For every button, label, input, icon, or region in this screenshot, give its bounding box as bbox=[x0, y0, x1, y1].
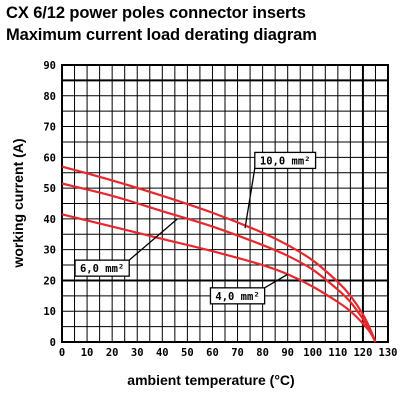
series-label-3: 4,0 mm² bbox=[215, 291, 259, 303]
series-label-1: 10,0 mm² bbox=[260, 155, 311, 167]
x-tick-label: 30 bbox=[131, 347, 144, 359]
y-tick-label: 10 bbox=[43, 306, 56, 318]
grid bbox=[61, 64, 389, 343]
x-tick-label: 60 bbox=[206, 347, 219, 359]
y-tick-label: 90 bbox=[43, 60, 56, 72]
x-tick-label: 50 bbox=[181, 347, 194, 359]
x-tick-label: 70 bbox=[231, 347, 244, 359]
x-tick-label: 110 bbox=[328, 347, 347, 359]
x-tick-label: 130 bbox=[379, 347, 398, 359]
series-line-3 bbox=[61, 213, 377, 343]
x-tick-label: 80 bbox=[256, 347, 269, 359]
y-tick-label: 20 bbox=[43, 275, 56, 287]
annotation-box bbox=[74, 259, 130, 277]
y-tick-label: 0 bbox=[50, 337, 56, 349]
series-line-2 bbox=[61, 182, 377, 343]
annotation-leader bbox=[264, 273, 289, 289]
annotation-box bbox=[209, 287, 266, 305]
annotation-box bbox=[254, 151, 317, 170]
plot-frame bbox=[61, 64, 389, 343]
x-tick-label: 0 bbox=[59, 347, 65, 359]
y-tick-label: 80 bbox=[43, 91, 56, 103]
y-tick-label: 30 bbox=[43, 245, 56, 257]
y-tick-label: 70 bbox=[43, 122, 56, 134]
y-tick-label: 40 bbox=[43, 214, 56, 226]
x-tick-label: 100 bbox=[303, 347, 322, 359]
x-tick-label: 10 bbox=[81, 347, 94, 359]
chart-subtitle: Maximum current load derating diagram bbox=[6, 26, 317, 44]
series-label-2: 6,0 mm² bbox=[80, 263, 124, 275]
y-tick-label: 60 bbox=[43, 152, 56, 164]
y-tick-label: 50 bbox=[43, 183, 56, 195]
annotation-leader bbox=[128, 218, 178, 261]
x-axis-label: ambient temperature (°C) bbox=[127, 372, 295, 388]
chart-title: CX 6/12 power poles connector inserts bbox=[6, 4, 306, 22]
series-line-1 bbox=[61, 165, 377, 343]
x-tick-label: 90 bbox=[281, 347, 294, 359]
tick-labels: 0 10 20 30 40 50 60 70 80 90 100 110 120 130 0 10 20 30 40… bbox=[43, 60, 397, 359]
series-group bbox=[61, 165, 377, 343]
x-tick-label: 20 bbox=[106, 347, 119, 359]
annotations: 10,0 mm² 6,0 mm² 4,0 mm² bbox=[74, 151, 317, 305]
x-tick-label: 40 bbox=[156, 347, 169, 359]
x-tick-label: 120 bbox=[353, 347, 372, 359]
annotation-leader bbox=[244, 168, 256, 229]
